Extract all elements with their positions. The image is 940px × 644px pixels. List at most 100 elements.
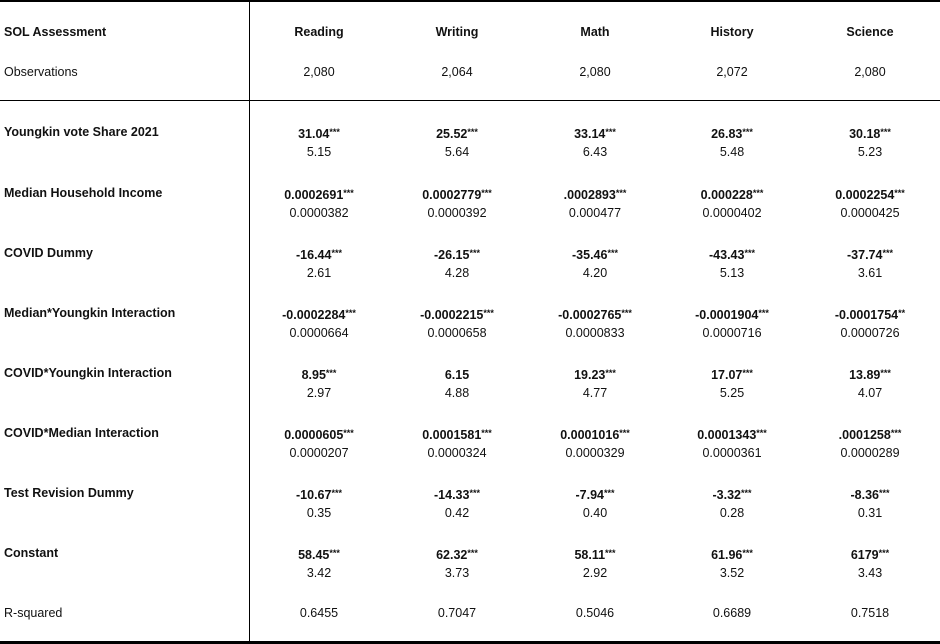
- standard-error: 0.0000402: [702, 206, 762, 220]
- standard-error: 3.52: [719, 566, 745, 580]
- significance-stars: ***: [607, 248, 618, 258]
- standard-error: 4.07: [857, 386, 883, 400]
- standard-error: 2.92: [582, 566, 608, 580]
- significance-stars: ***: [605, 548, 616, 558]
- coefficient: 0.0001016***: [526, 425, 664, 443]
- coefficient: -0.0002215***: [388, 305, 526, 323]
- coefficient-value: -43.43: [709, 248, 745, 262]
- coefficient-value: -26.15: [434, 248, 470, 262]
- significance-stars: ***: [742, 368, 753, 378]
- coefficient-value: 58.11: [574, 548, 606, 562]
- coefficient: 0.0002254***: [801, 185, 939, 203]
- coefficient-value: 31.04: [298, 127, 330, 141]
- standard-error: 0.0000207: [289, 446, 349, 460]
- coefficient: -3.32***: [663, 485, 801, 503]
- standard-error: 3.73: [444, 566, 470, 580]
- significance-stars: ***: [605, 368, 616, 378]
- significance-stars: ***: [880, 127, 891, 137]
- coefficient-value: -3.32: [712, 488, 741, 502]
- coefficient: 0.0001581***: [388, 425, 526, 443]
- significance-stars: ***: [880, 368, 891, 378]
- coefficient: 30.18***: [801, 124, 939, 142]
- significance-stars: ***: [603, 488, 615, 498]
- coefficient: 8.95***: [250, 365, 388, 383]
- coefficient: 0.0001343***: [663, 425, 801, 443]
- coefficient: 25.52***: [388, 124, 526, 142]
- significance-stars: ***: [343, 428, 354, 438]
- coefficient-value: -16.44: [296, 248, 332, 262]
- rsquared-value: 0.7518: [850, 606, 890, 620]
- significance-stars: ***: [744, 248, 755, 258]
- rsquared-label: R-squared: [4, 606, 63, 620]
- coefficient-value: 61.96: [711, 548, 743, 562]
- significance-stars: ***: [621, 308, 632, 318]
- coefficient-value: 6179: [850, 548, 879, 562]
- column-header: Writing: [435, 25, 479, 39]
- standard-error: 0.0000361: [702, 446, 762, 460]
- standard-error: 4.88: [444, 386, 470, 400]
- significance-stars: ***: [467, 127, 478, 137]
- significance-stars: ***: [752, 188, 764, 198]
- coefficient-value: 17.07: [711, 368, 743, 382]
- coefficient-value: -0.0001904: [695, 308, 759, 322]
- significance-stars: ***: [329, 127, 340, 137]
- coefficient-value: -14.33: [434, 488, 470, 502]
- significance-stars: ***: [469, 248, 480, 258]
- standard-error: 3.43: [857, 566, 883, 580]
- rsquared-value: 0.5046: [575, 606, 615, 620]
- standard-error: 0.35: [306, 506, 332, 520]
- observations-value: 2,080: [303, 65, 335, 79]
- standard-error: 5.15: [306, 145, 332, 159]
- coefficient-value: -10.67: [296, 488, 332, 502]
- standard-error: 0.0000716: [702, 326, 762, 340]
- row-label: Median Household Income: [4, 186, 163, 200]
- coefficient-value: 33.14: [574, 127, 606, 141]
- observations-label: Observations: [4, 65, 78, 79]
- coefficient-value: -0.0002284: [282, 308, 346, 322]
- coefficient: -0.0002284***: [250, 305, 388, 323]
- coefficient: 13.89***: [801, 365, 939, 383]
- standard-error: 0.0000392: [427, 206, 487, 220]
- significance-stars: ***: [331, 488, 342, 498]
- coefficient: 33.14***: [526, 124, 664, 142]
- standard-error: 5.13: [719, 266, 745, 280]
- significance-stars: **: [898, 308, 906, 318]
- column-header: Reading: [294, 25, 344, 39]
- coefficient-value: .0001258: [838, 428, 891, 442]
- coefficient-value: -35.46: [572, 248, 608, 262]
- rsquared-value: 0.6689: [712, 606, 752, 620]
- coefficient: 58.11***: [526, 545, 664, 563]
- coefficient: -0.0002765***: [526, 305, 664, 323]
- coefficient-value: 0.0002779: [422, 188, 482, 202]
- standard-error: 4.20: [582, 266, 608, 280]
- significance-stars: ***: [329, 548, 340, 558]
- coefficient-value: -0.0002765: [558, 308, 622, 322]
- coefficient: -14.33***: [388, 485, 526, 503]
- coefficient: -8.36***: [801, 485, 939, 503]
- coefficient-value: -0.0002215: [420, 308, 484, 322]
- standard-error: 5.64: [444, 145, 470, 159]
- coefficient-value: 0.0001343: [697, 428, 757, 442]
- standard-error: 0.000477: [568, 206, 622, 220]
- significance-stars: ***: [756, 428, 767, 438]
- standard-error: 2.61: [306, 266, 332, 280]
- row-label: Median*Youngkin Interaction: [4, 306, 176, 320]
- column-header: History: [710, 25, 754, 39]
- significance-stars: ***: [878, 488, 890, 498]
- coefficient: 6.15: [388, 365, 526, 383]
- coefficient-value: 13.89: [849, 368, 881, 382]
- coefficient: 0.0002691***: [250, 185, 388, 203]
- column-header: Science: [846, 25, 894, 39]
- header-label: SOL Assessment: [4, 25, 107, 39]
- significance-stars: ***: [605, 127, 616, 137]
- column-header: Math: [580, 25, 610, 39]
- standard-error: 0.31: [857, 506, 883, 520]
- coefficient-value: 25.52: [436, 127, 468, 141]
- coefficient: -0.0001754**: [801, 305, 939, 323]
- row-label: COVID Dummy: [4, 246, 93, 260]
- significance-stars: ***: [331, 248, 342, 258]
- standard-error: 0.0000658: [427, 326, 487, 340]
- coefficient-value: -0.0001754: [834, 308, 899, 322]
- coefficient-value: 0.0002254: [835, 188, 895, 202]
